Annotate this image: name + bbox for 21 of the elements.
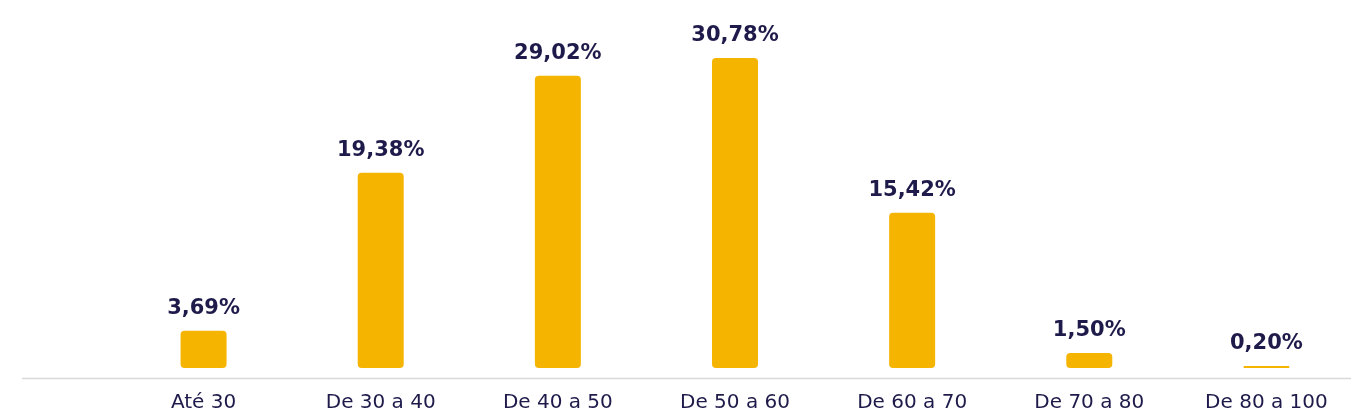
bar (712, 58, 758, 368)
data-label: 29,02% (514, 39, 602, 64)
bar (889, 212, 936, 368)
data-label: 0,20% (1230, 329, 1303, 354)
data-label: 15,42% (868, 176, 956, 201)
bar (1243, 365, 1290, 368)
data-label: 30,78% (691, 22, 779, 46)
bar (357, 172, 404, 368)
data-label: 3,69% (167, 294, 240, 319)
bar (1066, 352, 1113, 368)
x-tick-label: De 50 a 60 (680, 389, 790, 413)
x-tick-label: Até 30 (170, 389, 237, 413)
bar (180, 330, 227, 368)
data-label: 19,38% (336, 136, 425, 161)
bar (534, 75, 581, 368)
x-tick-label: De 40 a 50 (502, 389, 613, 413)
x-tick-label: De 80 a 100 (1205, 389, 1328, 413)
x-tick-label: De 60 a 70 (857, 389, 968, 413)
x-tick-label: De 70 a 80 (1034, 389, 1145, 413)
data-label: 1,50% (1052, 316, 1126, 341)
x-tick-label: De 30 a 40 (325, 389, 436, 413)
